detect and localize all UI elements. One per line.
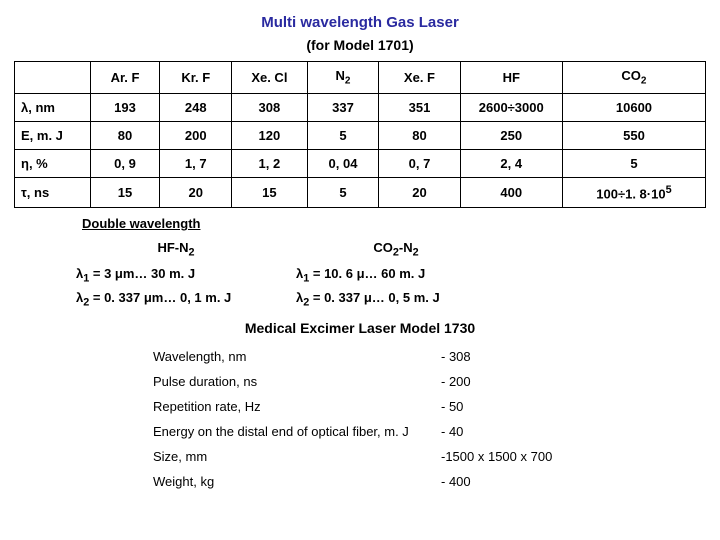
gas-laser-table: Ar. FKr. FXe. ClN2Xe. FHFCO2 λ, nm193248…: [14, 61, 706, 208]
med-value: - 50: [437, 394, 605, 419]
table-cell: 550: [562, 121, 705, 149]
subtitle: (for Model 1701): [14, 37, 706, 53]
column-header: Ar. F: [90, 62, 160, 94]
table-cell: 2, 4: [460, 149, 562, 177]
med-label: Repetition rate, Hz: [149, 394, 437, 419]
table-cell: 10600: [562, 93, 705, 121]
table-cell: 200: [160, 121, 232, 149]
dw-cell: λ2 = 0. 337 μm… 0, 1 m. J: [76, 287, 296, 312]
table-cell: 0, 04: [307, 149, 379, 177]
dw-cell: λ2 = 0. 337 μ… 0, 5 m. J: [296, 287, 516, 312]
table-cell: 5: [307, 121, 379, 149]
dw-cell: λ1 = 10. 6 μ… 60 m. J: [296, 263, 516, 288]
med-label: Pulse duration, ns: [149, 369, 437, 394]
med-label: Weight, kg: [149, 469, 437, 494]
medical-table: Wavelength, nm- 308Pulse duration, ns- 2…: [149, 344, 605, 494]
med-label: Size, mm: [149, 444, 437, 469]
dw-col1-header: HF-N2: [76, 237, 296, 263]
blank-header: [15, 62, 91, 94]
table-cell: 15: [232, 177, 308, 207]
row-label: E, m. J: [15, 121, 91, 149]
double-wavelength-table: HF-N2 CO2-N2 λ1 = 3 μm… 30 m. Jλ1 = 10. …: [76, 237, 516, 312]
med-value: - 200: [437, 369, 605, 394]
column-header: Xe. Cl: [232, 62, 308, 94]
row-label: η, %: [15, 149, 91, 177]
column-header: N2: [307, 62, 379, 94]
table-cell: 400: [460, 177, 562, 207]
row-label: τ, ns: [15, 177, 91, 207]
column-header: Kr. F: [160, 62, 232, 94]
table-cell: 100÷1. 8·105: [562, 177, 705, 207]
table-cell: 0, 9: [90, 149, 160, 177]
table-cell: 5: [307, 177, 379, 207]
med-value: - 308: [437, 344, 605, 369]
med-label: Energy on the distal end of optical fibe…: [149, 419, 437, 444]
table-cell: 0, 7: [379, 149, 460, 177]
double-wavelength-title: Double wavelength: [14, 216, 706, 231]
table-cell: 248: [160, 93, 232, 121]
med-value: - 400: [437, 469, 605, 494]
table-cell: 308: [232, 93, 308, 121]
table-cell: 80: [379, 121, 460, 149]
column-header: Xe. F: [379, 62, 460, 94]
med-value: - 40: [437, 419, 605, 444]
dw-col2-header: CO2-N2: [296, 237, 516, 263]
table-cell: 120: [232, 121, 308, 149]
dw-cell: λ1 = 3 μm… 30 m. J: [76, 263, 296, 288]
table-cell: 250: [460, 121, 562, 149]
table-cell: 15: [90, 177, 160, 207]
table-cell: 2600÷3000: [460, 93, 562, 121]
table-cell: 337: [307, 93, 379, 121]
table-cell: 1, 7: [160, 149, 232, 177]
table-cell: 20: [160, 177, 232, 207]
column-header: CO2: [562, 62, 705, 94]
medical-title: Medical Excimer Laser Model 1730: [14, 320, 706, 336]
column-header: HF: [460, 62, 562, 94]
table-cell: 351: [379, 93, 460, 121]
row-label: λ, nm: [15, 93, 91, 121]
table-cell: 20: [379, 177, 460, 207]
table-cell: 1, 2: [232, 149, 308, 177]
table-cell: 80: [90, 121, 160, 149]
table-cell: 193: [90, 93, 160, 121]
title-main: Multi wavelength Gas Laser: [14, 14, 706, 31]
table-cell: 5: [562, 149, 705, 177]
med-label: Wavelength, nm: [149, 344, 437, 369]
med-value: -1500 x 1500 x 700: [437, 444, 605, 469]
